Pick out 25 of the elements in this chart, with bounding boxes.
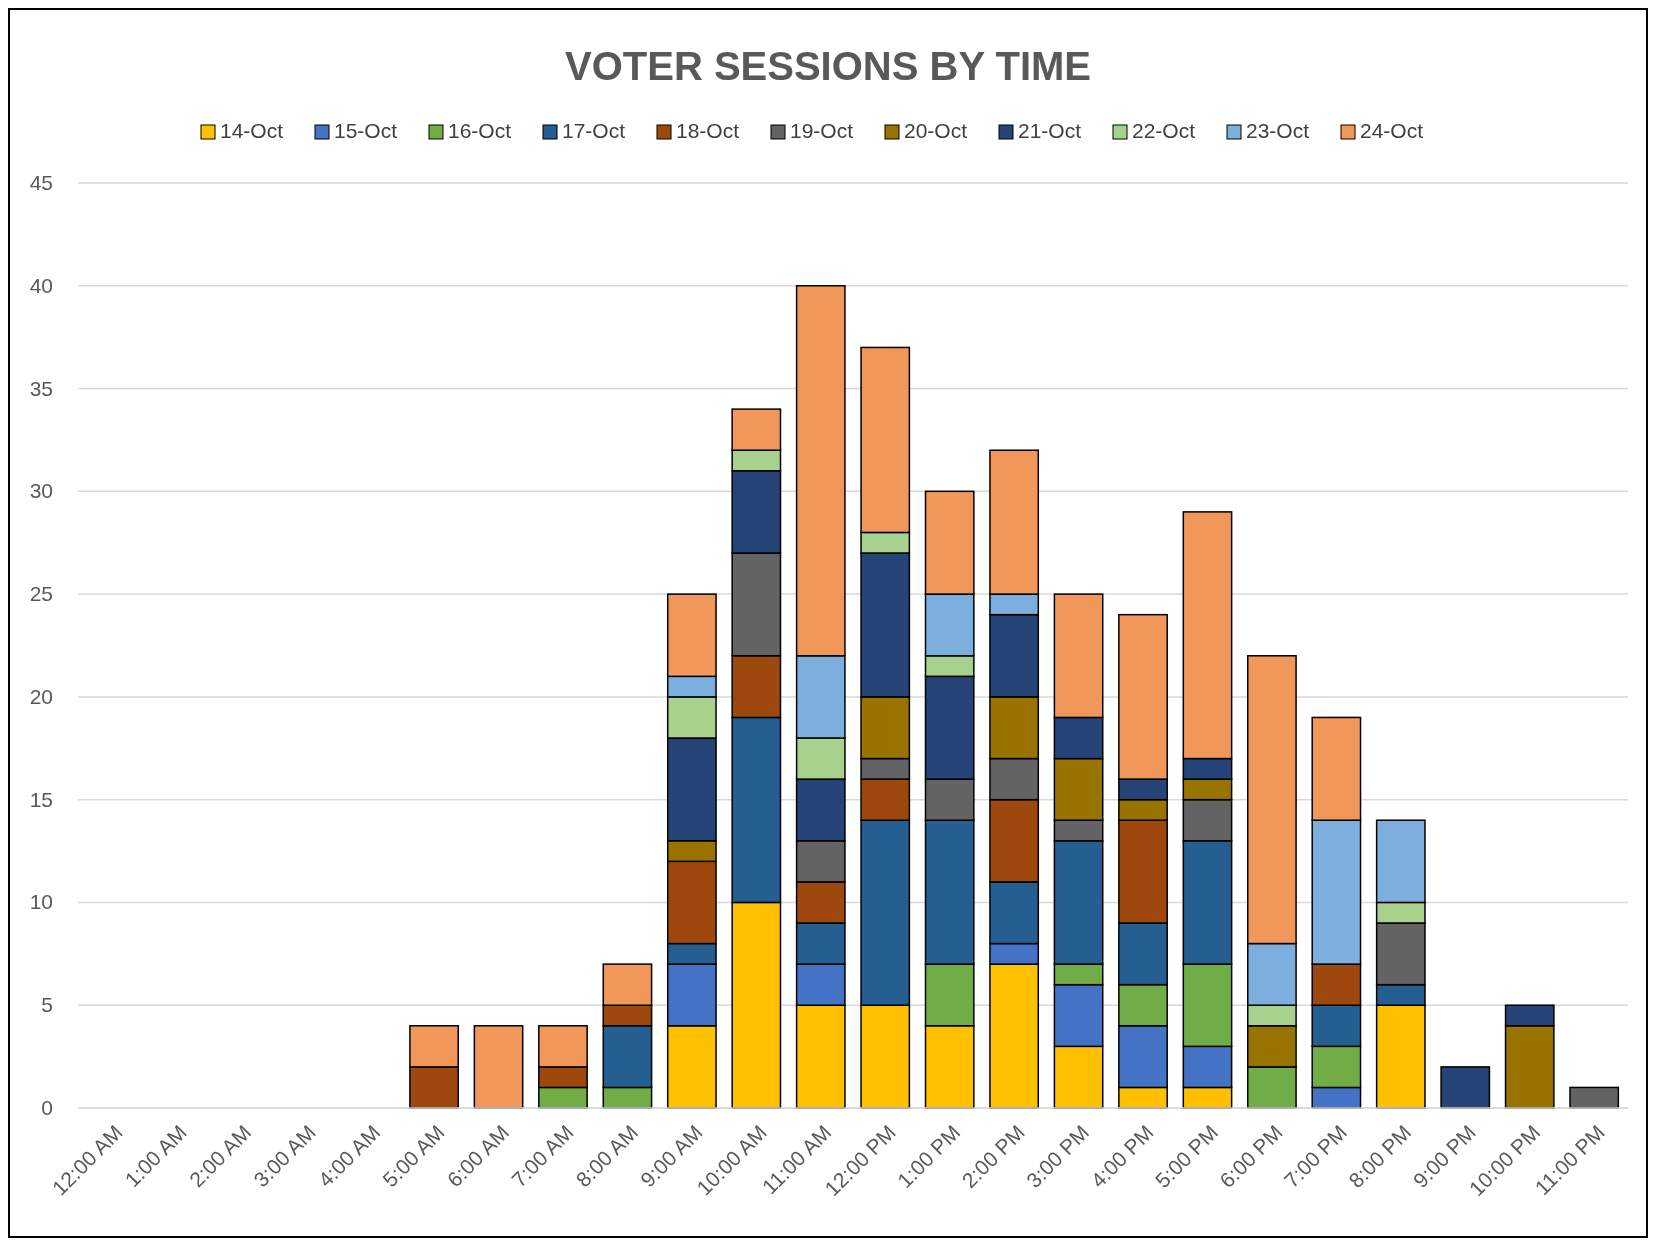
y-tick-label: 35 (29, 376, 53, 400)
legend-label: 20-Oct (904, 119, 968, 142)
legend-label: 24-Oct (1360, 119, 1424, 142)
legend-label: 21-Oct (1018, 119, 1082, 142)
legend-label: 23-Oct (1246, 119, 1310, 142)
legend-label: 18-Oct (676, 119, 740, 142)
legend-label: 22-Oct (1132, 119, 1196, 142)
chart-title: VOTER SESSIONS BY TIME (564, 44, 1092, 88)
y-tick-label: 20 (29, 684, 53, 708)
legend-label: 17-Oct (562, 119, 626, 142)
y-tick-label: 45 (29, 171, 53, 194)
legend-label: 16-Oct (448, 119, 512, 142)
legend-label: 14-Oct (220, 119, 284, 142)
bar (473, 1025, 524, 1109)
y-tick-label: 25 (29, 582, 53, 606)
legend-label: 19-Oct (790, 119, 854, 142)
y-tick-label: 30 (29, 479, 53, 503)
bar (1569, 1086, 1620, 1109)
y-tick-label: 40 (29, 273, 53, 297)
y-tick-label: 0 (41, 1096, 53, 1119)
y-tick-label: 5 (41, 993, 53, 1017)
legend-label: 15-Oct (334, 119, 398, 142)
y-tick-label: 15 (29, 787, 53, 811)
bar (1440, 1066, 1491, 1109)
y-tick-label: 10 (29, 890, 53, 914)
